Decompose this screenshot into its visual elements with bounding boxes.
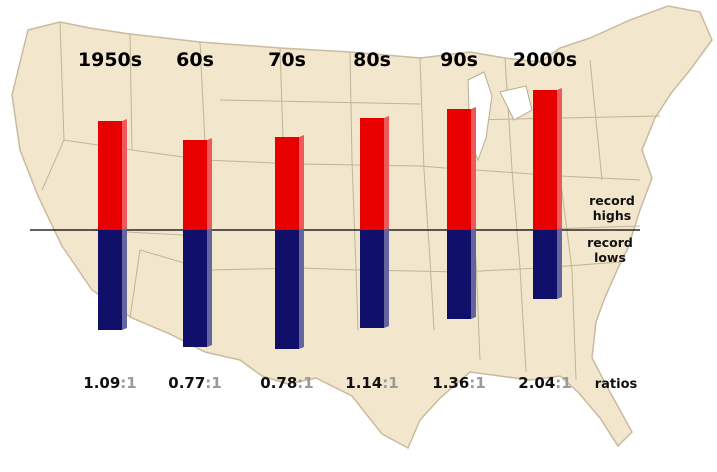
record-low-bar-face (98, 230, 122, 330)
record-low-bar-face (447, 230, 471, 319)
record-low-bar-face (533, 230, 557, 299)
record-lows-label-line1: record (587, 235, 633, 250)
record-highs-label: record highs (589, 193, 635, 223)
ratio-suffix: :1 (297, 374, 313, 392)
ratio-label: 2.04:1 (518, 374, 571, 392)
record-high-bar-side (471, 107, 476, 230)
record-high-bar (275, 135, 304, 230)
record-low-bar (183, 228, 212, 347)
ratio-label: 0.78:1 (260, 374, 313, 392)
record-high-bar (360, 116, 389, 230)
record-low-bar (533, 228, 562, 299)
record-high-bar-side (384, 116, 389, 230)
record-low-bar-side (471, 228, 476, 319)
record-high-bar-face (360, 118, 384, 230)
record-high-bar-face (275, 137, 299, 230)
record-low-bar-side (384, 228, 389, 328)
record-low-bar-face (275, 230, 299, 349)
record-high-bar-side (122, 119, 127, 230)
ratio-suffix: :1 (555, 374, 571, 392)
record-lows-label: record lows (587, 235, 633, 265)
record-high-bar (533, 88, 562, 230)
ratio-suffix: :1 (382, 374, 398, 392)
record-low-bar-side (299, 228, 304, 349)
record-high-bar (98, 119, 127, 230)
record-low-bar (447, 228, 476, 319)
decade-label: 1950s (78, 49, 142, 71)
ratio-value: 1.09 (83, 374, 120, 392)
record-low-bar (275, 228, 304, 349)
record-high-bar-face (447, 109, 471, 230)
ratio-label: 1.36:1 (432, 374, 485, 392)
record-high-bar-face (98, 121, 122, 230)
record-high-bar-side (207, 138, 212, 230)
ratio-value: 1.14 (345, 374, 382, 392)
ratio-value: 1.36 (432, 374, 469, 392)
ratio-value: 2.04 (518, 374, 555, 392)
record-high-bar-face (183, 140, 207, 230)
state-borders (41, 21, 661, 381)
ratio-value: 0.77 (168, 374, 205, 392)
record-high-bar (447, 107, 476, 230)
record-high-bar-face (533, 90, 557, 230)
decade-label: 80s (353, 49, 391, 71)
record-highs-label-line2: highs (593, 208, 631, 223)
ratio-suffix: :1 (205, 374, 221, 392)
ratios-caption: ratios (595, 377, 638, 392)
ratio-suffix: :1 (120, 374, 136, 392)
record-low-bar-face (183, 230, 207, 347)
record-low-bar-side (122, 228, 127, 330)
decade-label: 60s (176, 49, 214, 71)
ratio-suffix: :1 (469, 374, 485, 392)
ratio-labels: 1.09:1 0.77:1 0.78:1 1.14:1 1.36:1 2.04:… (83, 374, 637, 392)
record-high-bar-side (557, 88, 562, 230)
ratio-label: 1.09:1 (83, 374, 136, 392)
record-lows-label-line2: lows (594, 250, 626, 265)
ratio-value: 0.78 (260, 374, 297, 392)
record-low-bar (98, 228, 127, 330)
decade-labels: 1950s 60s 70s 80s 90s 2000s (78, 49, 577, 71)
decade-label: 90s (440, 49, 478, 71)
ratio-label: 0.77:1 (168, 374, 221, 392)
bars-layer (98, 88, 562, 349)
ratio-label: 1.14:1 (345, 374, 398, 392)
record-low-bar-face (360, 230, 384, 328)
record-low-bar-side (207, 228, 212, 347)
record-high-bar-side (299, 135, 304, 230)
record-low-bar (360, 228, 389, 328)
record-highs-label-line1: record (589, 193, 635, 208)
decade-label: 70s (268, 49, 306, 71)
decade-label: 2000s (513, 49, 577, 71)
record-low-bar-side (557, 228, 562, 299)
record-high-bar (183, 138, 212, 230)
